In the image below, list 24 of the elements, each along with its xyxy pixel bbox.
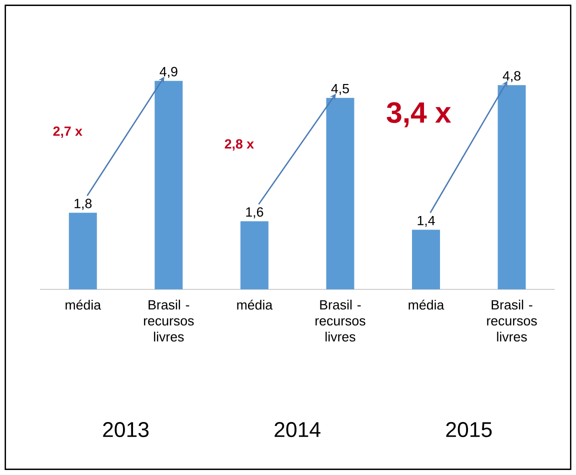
bar xyxy=(498,85,526,290)
text: 2015 xyxy=(446,422,492,438)
data-label: 4,5 xyxy=(331,84,349,96)
data-label: 4,9 xyxy=(160,67,178,78)
data-label: 1,8 xyxy=(74,198,92,210)
x-tick-label: média xyxy=(66,300,102,310)
x-tick-label: Brasil - recursos livres xyxy=(316,300,366,342)
bar xyxy=(326,98,354,290)
data-label: 4,8 xyxy=(502,71,520,82)
x-tick-label: Brasil - recursos livres xyxy=(144,300,194,342)
data-label: 1,6 xyxy=(246,207,264,218)
bar xyxy=(68,212,97,290)
x-tick-label: média xyxy=(408,300,444,310)
bar xyxy=(412,230,440,290)
annotation: 2,7 x xyxy=(53,126,82,138)
x-tick-label: média xyxy=(237,300,273,310)
bar xyxy=(154,81,183,290)
annotation: 2,8 x xyxy=(224,139,254,151)
bar xyxy=(240,221,268,290)
text: 2013 xyxy=(103,422,149,438)
data-label: 1,4 xyxy=(418,216,435,228)
annotation: 3,4 x xyxy=(386,102,452,128)
text: 2014 xyxy=(274,422,320,438)
x-tick-label: Brasil - recursos livres xyxy=(487,300,537,342)
